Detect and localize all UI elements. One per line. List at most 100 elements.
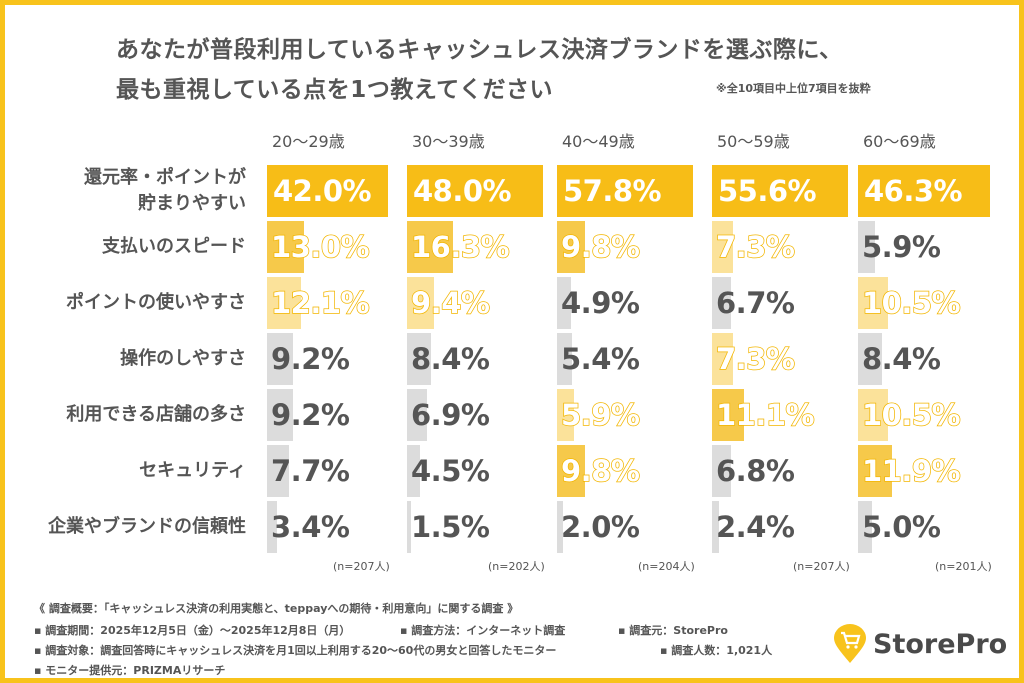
data-label: 2.0% — [561, 510, 640, 544]
data-label: 8.4% — [411, 342, 490, 376]
row-label: 企業やブランドの信頼性 — [48, 516, 246, 537]
bar — [407, 221, 454, 273]
bar — [712, 389, 744, 441]
data-label: 1.5% — [411, 510, 490, 544]
data-label: 4.9% — [561, 286, 640, 320]
data-label: 5.9% — [862, 230, 941, 264]
data-label: 4.5% — [411, 454, 490, 488]
footer-count: ▪ 調査人数：1,021人 — [660, 644, 773, 657]
column-header: 50～59歳 — [717, 132, 790, 151]
bar — [557, 333, 573, 385]
data-label: 7.3% — [715, 341, 795, 377]
column-header: 40～49歳 — [562, 132, 635, 151]
bar — [557, 445, 585, 497]
bar — [712, 165, 848, 217]
data-label: 5.9% — [560, 397, 640, 433]
bar — [858, 277, 888, 329]
sample-size: (n=204人) — [638, 560, 695, 573]
bar — [267, 389, 294, 441]
bar — [267, 445, 289, 497]
data-label: 46.3% — [864, 174, 963, 208]
bar — [407, 333, 431, 385]
logo-text: StorePro — [873, 628, 1008, 660]
bar — [858, 165, 990, 217]
bar — [858, 333, 882, 385]
bar — [407, 165, 543, 217]
storepro-logo: StorePro — [833, 624, 1007, 664]
data-label: 42.0% — [273, 174, 372, 208]
bar — [557, 389, 574, 441]
bar — [407, 277, 434, 329]
sample-size: (n=202人) — [488, 560, 545, 573]
bar — [557, 165, 693, 217]
sample-size: (n=207人) — [333, 560, 390, 573]
data-label: 13.0% — [270, 229, 370, 265]
data-label: 7.3% — [715, 229, 795, 265]
data-label: 48.0% — [413, 174, 512, 208]
bar — [858, 501, 873, 553]
footer-target: ▪ 調査対象：調査回答時にキャッシュレス決済を月1回以上利用する20～60代の男… — [34, 644, 557, 657]
footer-method: ▪ 調査方法：インターネット調査 — [400, 624, 566, 637]
chart-title-line1: あなたが普段利用しているキャッシュレス決済ブランドを選ぶ際に、 — [116, 37, 843, 63]
data-label: 6.9% — [411, 398, 490, 432]
data-label: 12.1% — [270, 285, 370, 321]
sample-size: (n=207人) — [793, 560, 850, 573]
bar — [712, 501, 719, 553]
sample-size: (n=201人) — [935, 560, 992, 573]
data-label: 10.5% — [861, 397, 961, 433]
data-label: 3.4% — [271, 510, 350, 544]
row-label: 操作のしやすさ — [120, 348, 246, 369]
bar — [557, 277, 571, 329]
data-label: 2.4% — [716, 510, 795, 544]
footer-provider: ▪ モニター提供元：PRIZMAリサーチ — [34, 664, 226, 677]
bar — [712, 333, 733, 385]
bar — [712, 221, 733, 273]
data-label: 8.4% — [862, 342, 941, 376]
column-header: 20～29歳 — [272, 132, 345, 151]
row-label: 利用できる店舗の多さ — [66, 404, 246, 425]
data-label: 16.3% — [410, 229, 510, 265]
bar — [407, 389, 427, 441]
bar — [267, 501, 277, 553]
chart-note: ※全10項目中上位7項目を抜粋 — [716, 82, 871, 95]
data-label: 9.2% — [271, 342, 350, 376]
column-header: 30～39歳 — [412, 132, 485, 151]
bar — [267, 165, 388, 217]
data-label: 6.8% — [716, 454, 795, 488]
row-label: 還元率・ポイントが 貯まりやすい — [84, 167, 246, 214]
bar — [557, 221, 585, 273]
data-label: 5.0% — [862, 510, 941, 544]
shopping-cart-pin-icon — [834, 624, 866, 663]
bar — [267, 333, 294, 385]
data-label: 5.4% — [561, 342, 640, 376]
footer-period: ▪ 調査期間：2025年12月5日（金）～2025年12月8日（月） — [34, 624, 351, 637]
bar — [858, 221, 875, 273]
data-label: 9.8% — [560, 229, 640, 265]
row-label: ポイントの使いやすさ — [66, 292, 246, 313]
data-label: 7.7% — [271, 454, 350, 488]
data-label: 11.9% — [861, 453, 961, 489]
data-label: 10.5% — [861, 285, 961, 321]
bar — [407, 501, 412, 553]
data-label: 9.4% — [410, 285, 490, 321]
bar — [407, 445, 420, 497]
bar — [557, 501, 563, 553]
data-label: 11.1% — [715, 397, 815, 433]
chart-title-line2: 最も重視している点を1つ教えてください — [116, 77, 553, 103]
bar — [267, 277, 302, 329]
data-label: 9.8% — [560, 453, 640, 489]
data-label: 9.2% — [271, 398, 350, 432]
data-label: 6.7% — [716, 286, 795, 320]
bar — [267, 221, 305, 273]
footer-overview: 《 調査概要：「キャッシュレス決済の利用実態と、teppayへの期待・利用意向」… — [34, 602, 519, 615]
row-label: 支払いのスピード — [102, 236, 246, 257]
bar — [712, 277, 732, 329]
column-header: 60～69歳 — [863, 132, 936, 151]
row-label: セキュリティ — [139, 460, 246, 481]
bar — [712, 445, 732, 497]
data-label: 57.8% — [563, 174, 662, 208]
footer-source: ▪ 調査元：StorePro — [618, 624, 728, 637]
bar — [858, 389, 888, 441]
bar — [858, 445, 892, 497]
